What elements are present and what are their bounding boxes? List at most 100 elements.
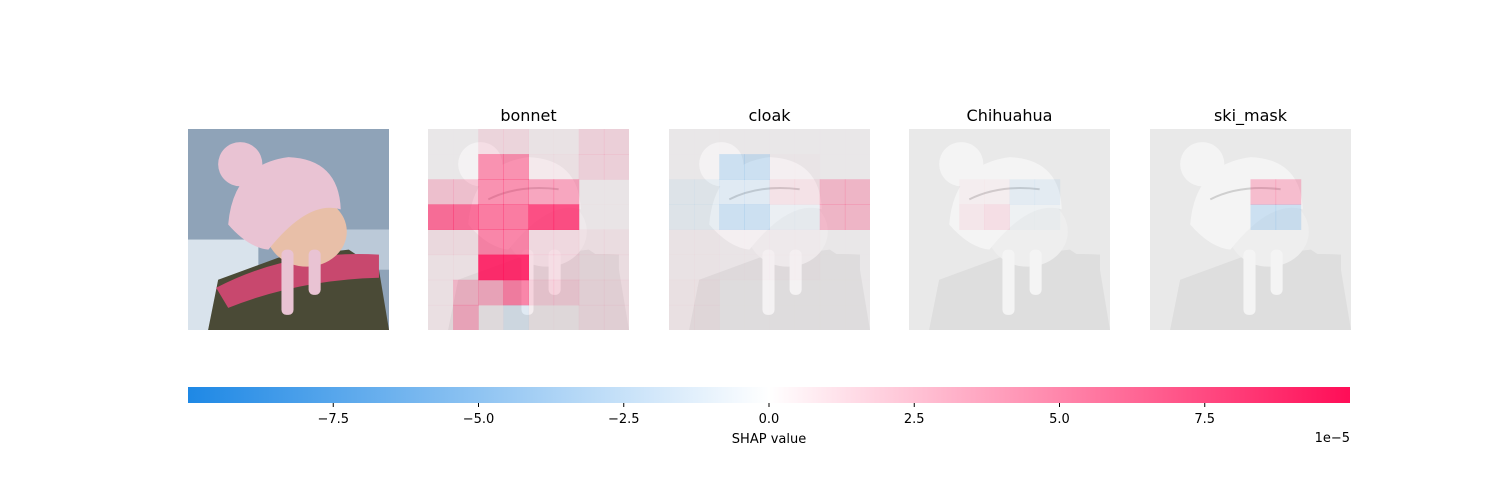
- shap-panel-bonnet: [428, 129, 630, 331]
- shap-cell: [1034, 179, 1061, 205]
- shap-cell: [669, 154, 695, 180]
- shap-cell: [453, 129, 479, 155]
- shap-cell: [795, 204, 821, 230]
- colorbar-tick-label: −2.5: [608, 412, 640, 427]
- shap-panel-chihuahua: [909, 129, 1110, 330]
- shap-cell: [744, 230, 770, 256]
- shap-panel-ski-mask: [1150, 129, 1351, 330]
- shap-cell: [528, 204, 555, 230]
- shap-cell: [744, 179, 770, 205]
- shap-cell: [845, 154, 871, 180]
- shap-cell: [719, 204, 745, 230]
- shap-cell: [453, 154, 479, 180]
- shap-cell: [819, 179, 846, 205]
- colorbar-scale-label: 1e−5: [1315, 431, 1350, 446]
- shap-cell: [744, 154, 770, 180]
- shap-cell: [1010, 204, 1036, 230]
- shap-cell: [719, 280, 745, 306]
- shap-cell: [669, 179, 695, 205]
- shap-cell: [669, 129, 695, 155]
- shap-cell: [603, 129, 629, 155]
- shap-cell: [845, 305, 871, 331]
- shap-cell: [478, 229, 504, 256]
- shap-cell: [795, 280, 821, 306]
- shap-cell: [579, 179, 605, 205]
- shap-cell: [503, 154, 529, 180]
- shap-cell: [528, 179, 555, 205]
- shap-cell: [770, 154, 796, 180]
- shap-cell: [553, 279, 580, 306]
- shap-cell: [453, 204, 479, 230]
- shap-cell: [579, 204, 605, 230]
- shap-cell: [554, 305, 580, 331]
- panel-title-chihuahua: Chihuahua: [967, 106, 1053, 125]
- shap-cell: [744, 129, 770, 155]
- shap-cell: [694, 305, 720, 331]
- shap-cell: [845, 280, 871, 306]
- shap-cell: [744, 255, 770, 281]
- shap-cell: [478, 254, 504, 281]
- shap-cell: [453, 279, 479, 306]
- shap-cell: [478, 204, 504, 230]
- shap-cell: [844, 179, 870, 205]
- shap-cell: [503, 179, 529, 205]
- shap-cell: [529, 305, 555, 331]
- shap-cell: [478, 279, 504, 306]
- shap-cell: [428, 204, 454, 230]
- shap-cell: [844, 204, 870, 230]
- shap-cell: [553, 204, 580, 230]
- shap-cell: [959, 179, 985, 205]
- shap-cell: [503, 129, 529, 155]
- shap-cell: [820, 154, 846, 180]
- colorbar: [188, 387, 1350, 403]
- colorbar-tick-label: −7.5: [317, 412, 349, 427]
- shap-cell: [794, 179, 821, 205]
- shap-cell: [669, 280, 695, 306]
- shap-cell: [529, 129, 555, 155]
- shap-cell: [578, 229, 605, 256]
- shap-cell: [603, 154, 629, 180]
- shap-cell: [478, 179, 504, 205]
- shap-cell: [528, 254, 555, 281]
- shap-cell: [578, 279, 605, 306]
- shap-cell: [528, 229, 555, 256]
- shap-cell: [503, 254, 529, 281]
- shap-cell: [959, 204, 985, 230]
- shap-cell: [820, 280, 846, 306]
- shap-cell: [604, 204, 630, 230]
- shap-cell: [578, 254, 605, 281]
- colorbar-tick-label: 0.0: [759, 412, 780, 427]
- shap-cell: [503, 229, 529, 256]
- shap-cell: [1250, 204, 1277, 230]
- shap-cell: [578, 154, 605, 180]
- shap-panel-cloak: [669, 129, 871, 331]
- shap-cell: [669, 230, 695, 256]
- panel-title-cloak: cloak: [748, 106, 791, 125]
- shap-cell: [453, 229, 479, 256]
- panel-title-bonnet: bonnet: [500, 106, 556, 125]
- shap-cell: [694, 230, 720, 256]
- shap-cell: [744, 204, 770, 230]
- shap-cell: [694, 280, 720, 306]
- shap-cell: [719, 129, 745, 155]
- shap-cell: [554, 129, 580, 155]
- shap-cell: [845, 255, 871, 281]
- shap-cell: [795, 154, 821, 180]
- shap-cell: [428, 179, 454, 205]
- shap-cell: [820, 305, 846, 331]
- shap-cell: [1250, 179, 1277, 205]
- shap-cell: [478, 305, 504, 331]
- shap-cell: [528, 279, 555, 306]
- shap-cell: [770, 204, 796, 230]
- shap-cell: [719, 305, 745, 331]
- shap-cell: [769, 179, 796, 205]
- shap-cell: [719, 230, 745, 256]
- shap-cell: [503, 304, 529, 330]
- shap-cell: [428, 129, 454, 155]
- shap-cell: [578, 129, 605, 155]
- shap-cell: [428, 154, 454, 180]
- shap-cell: [694, 129, 720, 155]
- colorbar-ticks: −7.5 −5.0 −2.5 0.0 2.5 5.0 7.5: [317, 403, 1215, 427]
- shap-cell: [603, 229, 629, 256]
